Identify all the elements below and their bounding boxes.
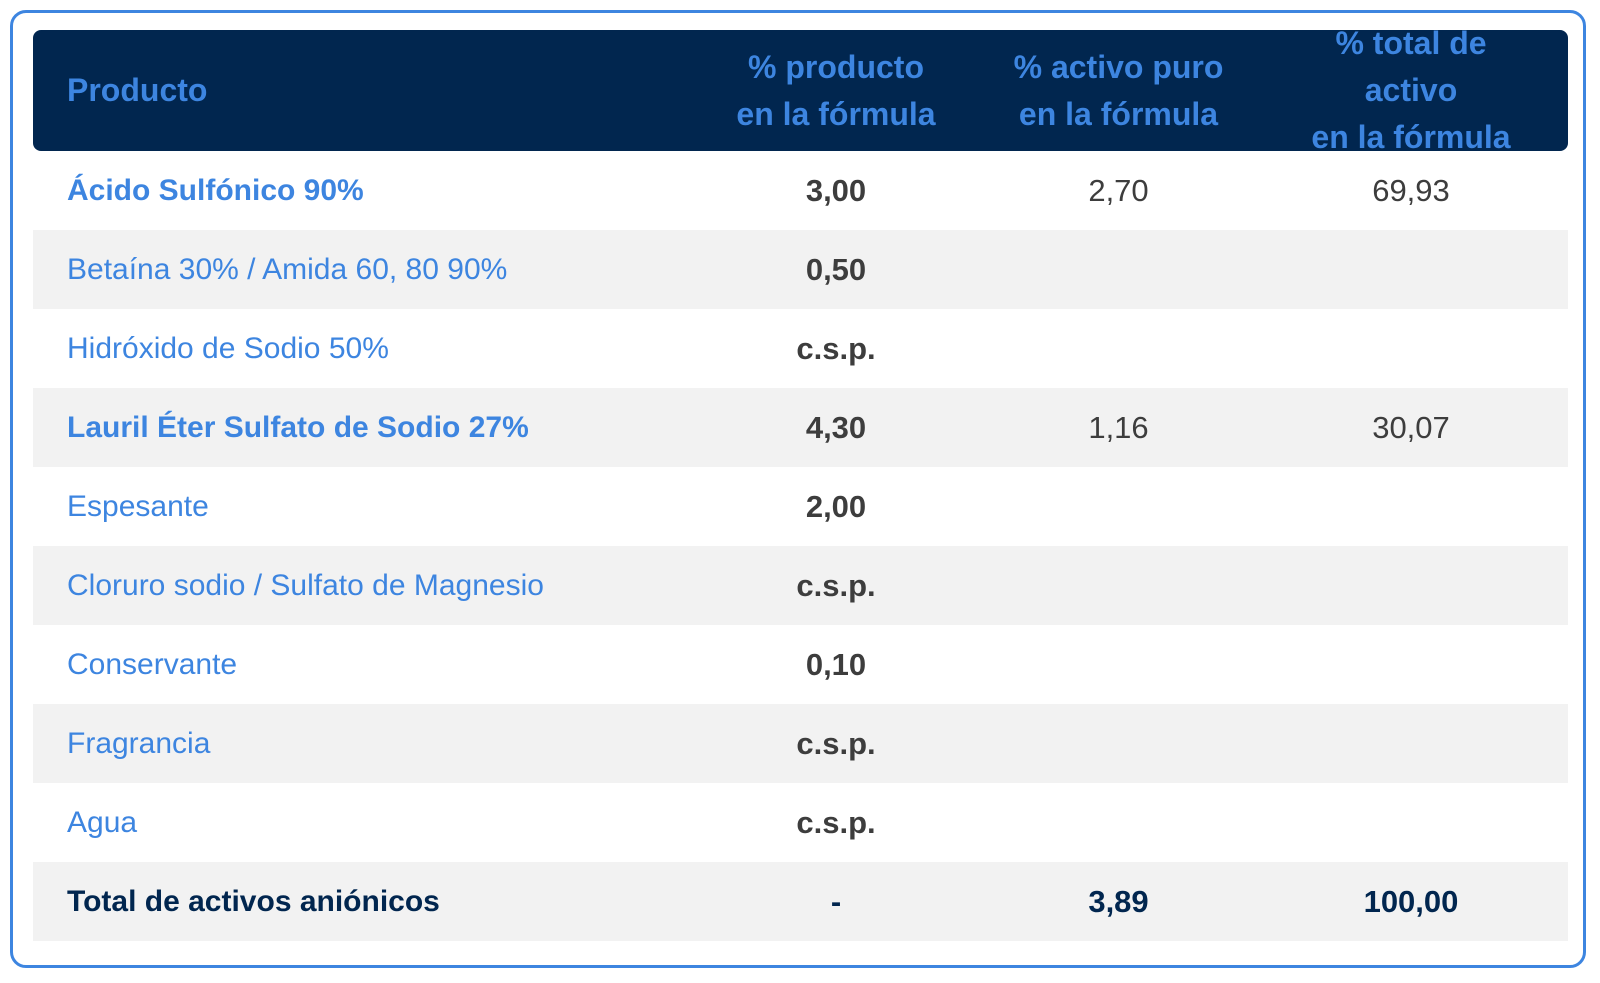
- header-pct-producto-line2: en la fórmula: [736, 95, 936, 132]
- pct-product: 0,10: [805, 646, 867, 682]
- product-name: Cloruro sodio / Sulfato de Magnesio: [67, 568, 544, 602]
- total-pct-total: 100,00: [1363, 883, 1459, 919]
- table-row: Hidróxido de Sodio 50% c.s.p.: [33, 309, 1568, 388]
- pct-product: 4,30: [805, 409, 867, 445]
- header-pct-total-activo-line2: en la fórmula: [1311, 119, 1511, 155]
- header-pct-producto-line1: % producto: [748, 48, 924, 85]
- table-row: Espesante 2,00: [33, 467, 1568, 546]
- product-name: Conservante: [67, 647, 238, 681]
- product-name: Fragrancia: [67, 726, 211, 760]
- product-name: Lauril Éter Sulfato de Sodio 27%: [67, 410, 529, 444]
- pct-product: 0,50: [805, 251, 867, 287]
- pct-product: 2,00: [805, 488, 867, 524]
- pct-product: 3,00: [805, 172, 867, 208]
- pct-product: c.s.p.: [796, 725, 876, 761]
- product-name: Hidróxido de Sodio 50%: [67, 331, 389, 365]
- total-label: Total de activos aniónicos: [67, 884, 440, 918]
- table-row: Agua c.s.p.: [33, 783, 1568, 862]
- header-pct-total-activo: % total de activo en la fórmula: [1286, 20, 1536, 161]
- header-pct-activo-puro: % activo puro en la fórmula: [951, 44, 1286, 138]
- pct-product: c.s.p.: [796, 804, 876, 840]
- pct-active: 1,16: [1088, 409, 1149, 445]
- header-pct-activo-puro-line1: % activo puro: [1013, 48, 1224, 85]
- table-header: Producto % producto en la fórmula % acti…: [33, 25, 1568, 155]
- product-name: Agua: [67, 805, 138, 839]
- table-row: Lauril Éter Sulfato de Sodio 27% 4,30 1,…: [33, 388, 1568, 467]
- pct-active: 2,70: [1088, 172, 1149, 208]
- header-producto: Producto: [67, 72, 208, 108]
- formula-table: Producto % producto en la fórmula % acti…: [33, 25, 1568, 941]
- header-pct-producto: % producto en la fórmula: [721, 44, 951, 138]
- header-pct-total-activo-line1: % total de activo: [1335, 25, 1487, 108]
- pct-total: 30,07: [1372, 409, 1450, 445]
- table-row: Fragrancia c.s.p.: [33, 704, 1568, 783]
- pct-total: 69,93: [1372, 172, 1450, 208]
- total-row: Total de activos aniónicos - 3,89 100,00: [33, 862, 1568, 941]
- header-pct-activo-puro-line2: en la fórmula: [1018, 95, 1219, 132]
- table-row: Conservante 0,10: [33, 625, 1568, 704]
- pct-product: c.s.p.: [796, 330, 876, 366]
- product-name: Ácido Sulfónico 90%: [67, 173, 364, 207]
- pct-product: c.s.p.: [796, 567, 876, 603]
- product-name: Betaína 30% / Amida 60, 80 90%: [67, 252, 508, 286]
- table-frame: [10, 10, 1586, 968]
- total-pct-active: 3,89: [1088, 883, 1149, 919]
- total-pct-product: -: [830, 883, 842, 919]
- table-row: Cloruro sodio / Sulfato de Magnesio c.s.…: [33, 546, 1568, 625]
- table-row: Ácido Sulfónico 90% 3,00 2,70 69,93: [33, 151, 1568, 230]
- product-name: Espesante: [67, 489, 209, 523]
- table-row: Betaína 30% / Amida 60, 80 90% 0,50: [33, 230, 1568, 309]
